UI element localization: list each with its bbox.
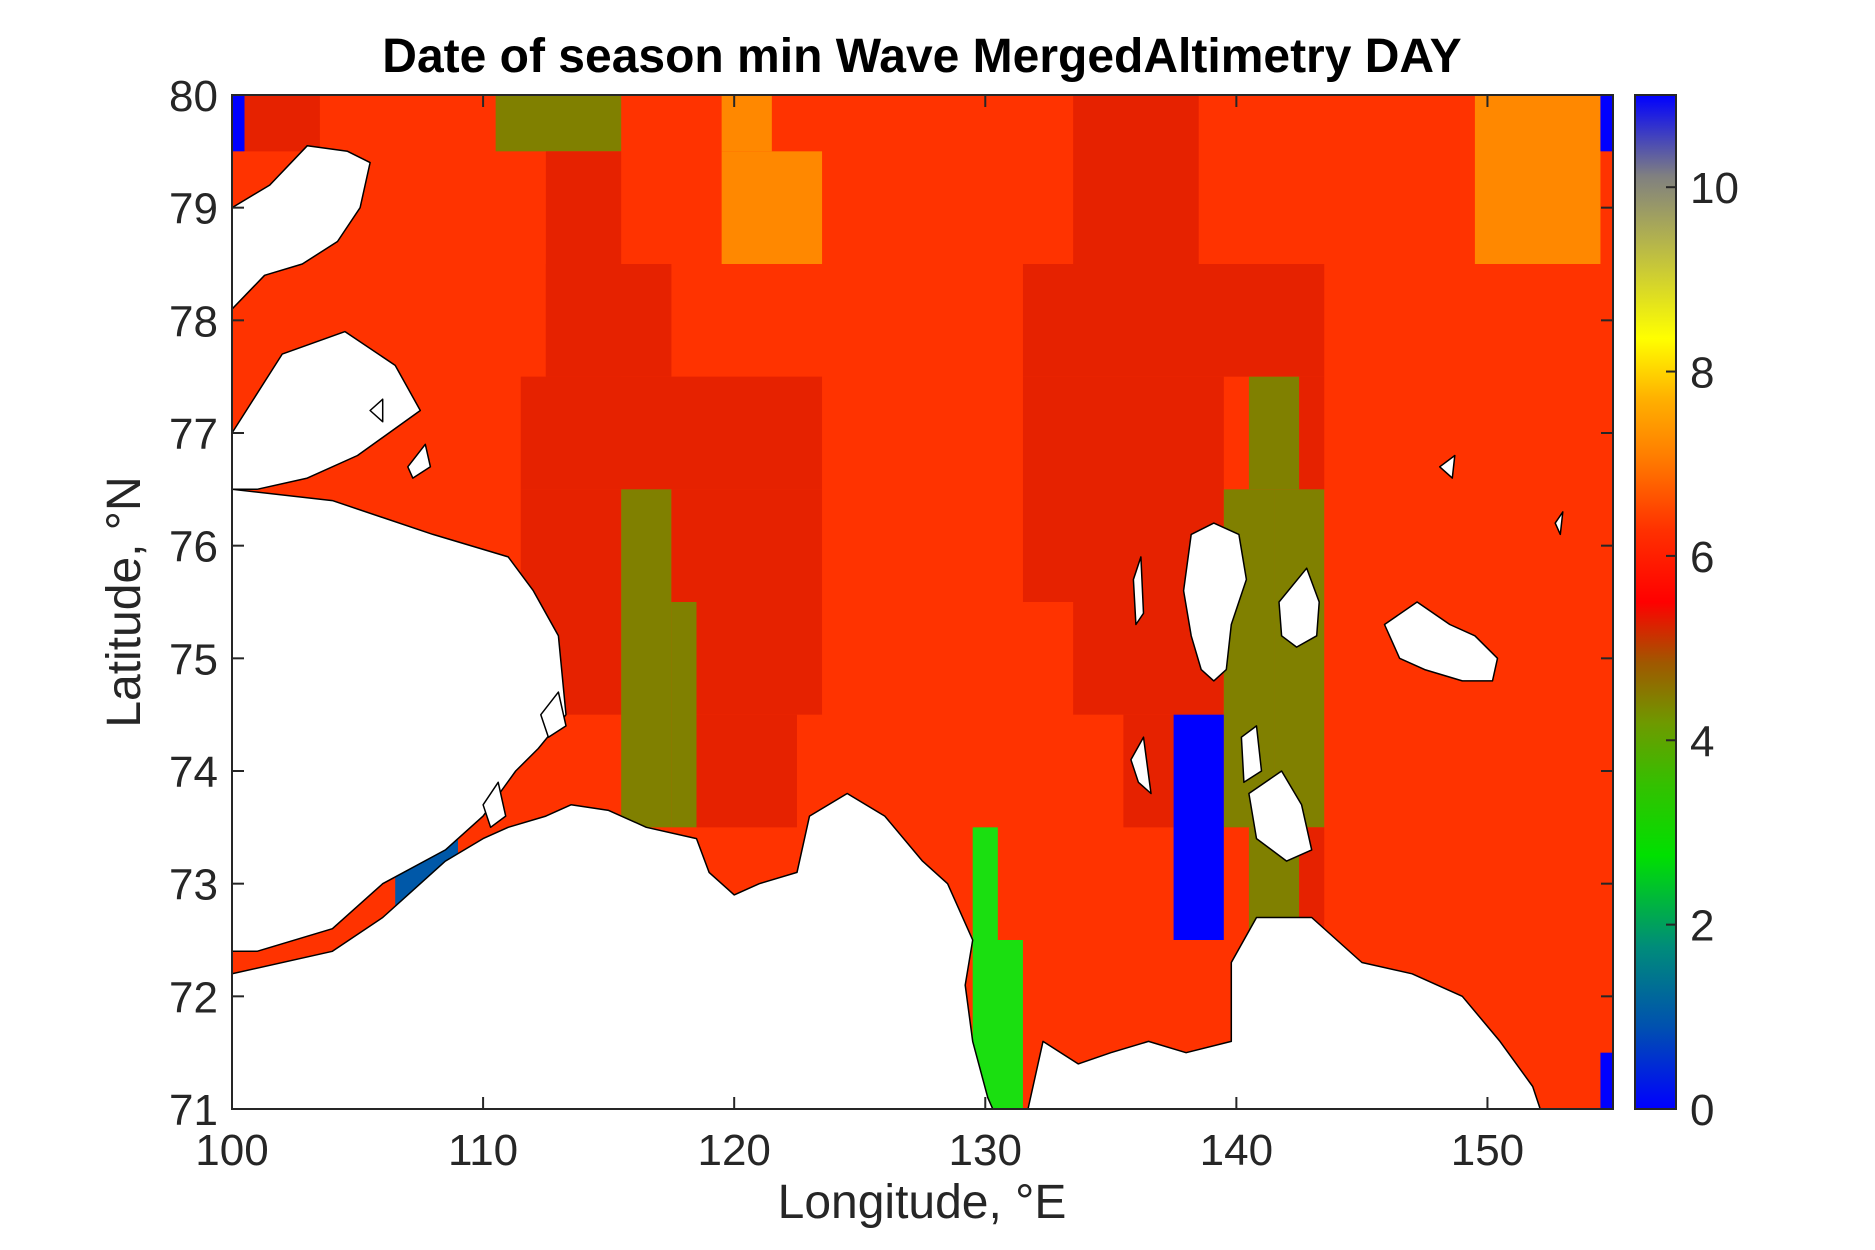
colorbar: 0 2 4 6 8 10	[1634, 94, 1739, 1135]
colorbar-tick-label: 0	[1690, 1086, 1714, 1135]
y-tick-label: 74	[169, 748, 218, 797]
land-stolbovoy-island	[1130, 736, 1152, 795]
plot-area	[232, 95, 1613, 1109]
land-taymyr-islet-c	[482, 781, 507, 829]
heatmap-cell	[1173, 714, 1224, 940]
x-axis-ticks: 100 110 120 130 140 150	[195, 95, 1524, 1175]
land-taymyr	[232, 488, 567, 953]
heatmap-cell	[520, 376, 823, 490]
x-tick-label: 120	[697, 1126, 770, 1175]
land-maly-lyakhovsky	[1240, 725, 1263, 784]
heatmap-cell	[1248, 376, 1300, 490]
y-tick-label: 71	[169, 1086, 218, 1135]
land-bolshevik-island	[232, 330, 422, 491]
chart-title: Date of season min Wave MergedAltimetry …	[382, 30, 1461, 83]
land-taymyr-island	[407, 443, 432, 479]
x-axis-label: Longitude, °E	[778, 1176, 1067, 1229]
x-tick-label: 140	[1200, 1126, 1273, 1175]
x-tick-label: 100	[195, 1126, 268, 1175]
x-tick-label: 150	[1451, 1126, 1524, 1175]
y-tick-label: 75	[169, 635, 218, 684]
land-taymyr-islet-a	[369, 398, 384, 423]
y-tick-label: 80	[169, 72, 218, 121]
heatmap-cell	[696, 714, 797, 828]
y-tick-label: 73	[169, 861, 218, 910]
heatmap-cell	[621, 489, 672, 828]
land-taymyr-islet-b	[540, 691, 567, 738]
heatmap-cell	[972, 827, 998, 940]
heatmap-cell	[1299, 376, 1325, 490]
heatmap-cell	[244, 95, 320, 152]
land-belkovsky-island	[1132, 556, 1145, 626]
land-kotelny-island	[1182, 522, 1248, 682]
colorbar-gradient	[1635, 95, 1676, 1109]
land-bennett-island	[1438, 454, 1456, 479]
land-jeannette-island	[1554, 511, 1564, 536]
land-faddeyevsky-island	[1278, 567, 1320, 648]
colorbar-frame	[1634, 94, 1677, 1110]
land-mask	[232, 144, 1564, 1109]
colorbar-tick-label: 6	[1690, 533, 1714, 582]
heatmap-cell	[1073, 95, 1199, 264]
y-tick-label: 76	[169, 523, 218, 572]
x-tick-label: 130	[949, 1126, 1022, 1175]
land-severnaya-zemlya	[232, 144, 371, 310]
y-tick-label: 72	[169, 973, 218, 1022]
land-mainland-siberia	[232, 792, 1541, 1109]
colorbar-tick-label: 10	[1690, 164, 1739, 213]
plot-frame	[231, 94, 1614, 1110]
y-axis-label: Latitude, °N	[98, 476, 151, 727]
land-bolshoy-lyakhovsky	[1248, 770, 1313, 862]
y-tick-label: 78	[169, 297, 218, 346]
colorbar-tick-label: 2	[1690, 902, 1714, 951]
y-axis-ticks: 71 72 73 74 75 76 77 78 79 80	[169, 72, 1613, 1135]
heatmap-cell	[721, 95, 772, 152]
heatmap-cell	[696, 602, 823, 715]
heatmap-cell	[1474, 95, 1601, 264]
heatmap-cell	[495, 95, 622, 152]
heatmap-cell	[1022, 264, 1325, 377]
heatmap-cell	[671, 602, 697, 828]
heatmap-cell	[721, 151, 823, 264]
y-tick-label: 79	[169, 185, 218, 234]
heatmap-cell	[545, 264, 672, 377]
colorbar-ticks: 0 2 4 6 8 10	[1666, 164, 1739, 1135]
land-new-siberia-island	[1383, 601, 1499, 682]
heatmap-cell	[1600, 95, 1613, 152]
heatmap-cell	[1600, 1052, 1613, 1109]
heatmap-cell	[671, 489, 823, 602]
colorbar-tick-label: 8	[1690, 349, 1714, 398]
heatmap-cell	[232, 95, 245, 152]
y-tick-label: 77	[169, 410, 218, 459]
x-tick-label: 110	[448, 1126, 518, 1175]
colorbar-tick-label: 4	[1690, 717, 1714, 766]
